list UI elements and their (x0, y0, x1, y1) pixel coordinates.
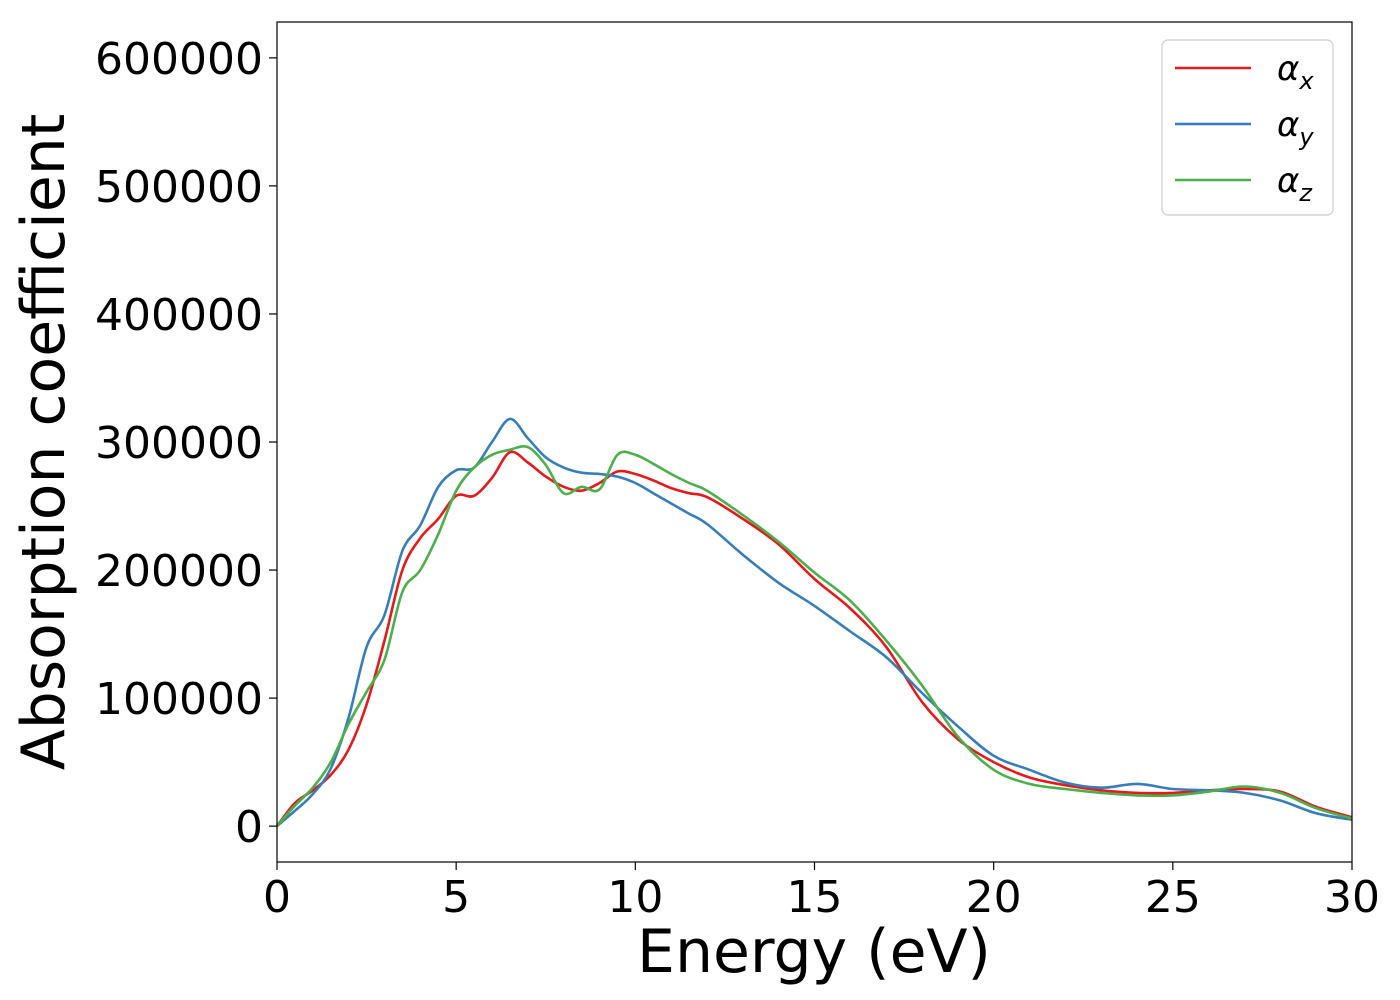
x-tick-label: 10 (607, 872, 663, 923)
x-tick-label: 5 (442, 872, 470, 923)
y-tick-label: 400000 (95, 290, 263, 341)
series-line-y (276, 417, 1353, 828)
y-tick-label: 0 (235, 802, 263, 853)
y-tick-label: 100000 (95, 674, 263, 725)
series-line-z (276, 444, 1353, 827)
x-tick-label: 15 (787, 872, 843, 923)
y-tick-label: 500000 (95, 162, 263, 213)
series-layer (275, 417, 1353, 828)
legend: αx αy αz (1161, 39, 1334, 216)
legend-label-y: αy (1277, 105, 1314, 151)
y-axis-title: Absorption coefficient (9, 114, 79, 771)
legend-label-x: αx (1277, 49, 1314, 95)
x-axis: 0 5 10 15 20 25 30 (263, 862, 1380, 923)
y-tick-label: 600000 (95, 34, 263, 85)
legend-box (1161, 39, 1334, 216)
y-tick-label: 300000 (95, 418, 263, 469)
x-tick-label: 0 (263, 872, 291, 923)
x-tick-label: 25 (1145, 872, 1201, 923)
x-tick-label: 20 (966, 872, 1022, 923)
legend-label-z: αz (1277, 161, 1313, 207)
y-tick-label: 200000 (95, 546, 263, 597)
x-tick-label: 30 (1324, 872, 1380, 923)
series-line-x (275, 450, 1353, 827)
y-axis: 0 100000 200000 300000 400000 500000 600000 (95, 34, 277, 853)
x-axis-title: Energy (eV) (637, 917, 991, 987)
